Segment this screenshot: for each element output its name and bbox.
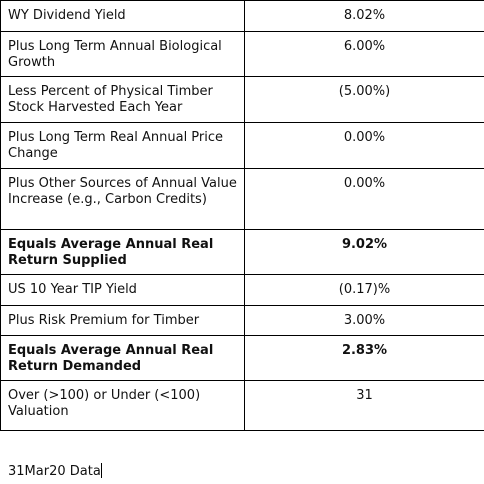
row: Plus Other Sources of Annual Value Incre…	[0, 168, 484, 230]
row: US 10 Year TIP Yield (0.17)%	[0, 274, 484, 306]
row-label: WY Dividend Yield	[0, 0, 245, 32]
valuation-table: WY Dividend Yield 8.02% Plus Long Term An…	[0, 0, 484, 431]
row-label: Equals Average Annual Real Return Suppli…	[0, 229, 245, 275]
footer-line: 31Mar20 Data	[8, 463, 102, 480]
row: Equals Average Annual Real Return Suppli…	[0, 229, 484, 275]
footer-text: 31Mar20 Data	[8, 464, 101, 479]
row-label: Plus Long Term Real Annual Price Change	[0, 122, 245, 169]
row: Plus Long Term Annual Biological Growth 6…	[0, 31, 484, 77]
row: Plus Risk Premium for Timber 3.00%	[0, 305, 484, 336]
row-value: (5.00%)	[244, 76, 484, 123]
row-label: Plus Risk Premium for Timber	[0, 305, 245, 336]
row-value: 6.00%	[244, 31, 484, 77]
row-value: (0.17)%	[244, 274, 484, 306]
row: Over (>100) or Under (<100) Valuation 31	[0, 380, 484, 431]
row: Plus Long Term Real Annual Price Change 0…	[0, 122, 484, 169]
row: WY Dividend Yield 8.02%	[0, 0, 484, 32]
row-label: Less Percent of Physical Timber Stock Ha…	[0, 76, 245, 123]
row-label: US 10 Year TIP Yield	[0, 274, 245, 306]
row-label: Over (>100) or Under (<100) Valuation	[0, 380, 245, 431]
row: Equals Average Annual Real Return Demand…	[0, 335, 484, 381]
row-label: Plus Long Term Annual Biological Growth	[0, 31, 245, 77]
row-value: 31	[244, 380, 484, 431]
row: Less Percent of Physical Timber Stock Ha…	[0, 76, 484, 123]
row-value: 0.00%	[244, 122, 484, 169]
row-value: 2.83%	[244, 335, 484, 381]
row-value: 9.02%	[244, 229, 484, 275]
row-value: 3.00%	[244, 305, 484, 336]
row-label: Plus Other Sources of Annual Value Incre…	[0, 168, 245, 230]
text-caret	[100, 463, 102, 478]
row-value: 0.00%	[244, 168, 484, 230]
row-label: Equals Average Annual Real Return Demand…	[0, 335, 245, 381]
row-value: 8.02%	[244, 0, 484, 32]
